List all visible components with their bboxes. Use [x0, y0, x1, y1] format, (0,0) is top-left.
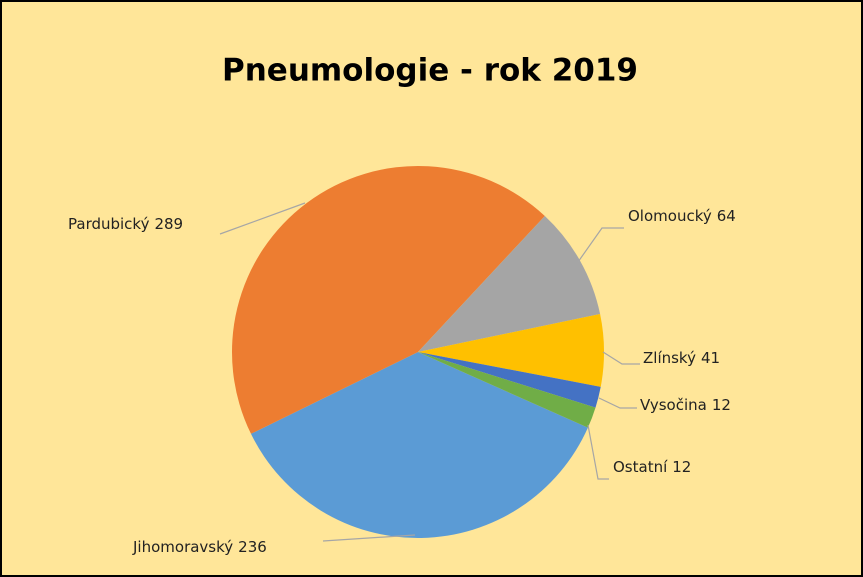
data-label-value: 12 — [672, 458, 691, 476]
data-label: Zlínský 41 — [643, 349, 720, 367]
data-label-name: Pardubický — [68, 215, 150, 233]
data-label-name: Jihomoravský — [132, 538, 233, 556]
pie-slice — [418, 352, 601, 408]
data-label-name: Vysočina — [640, 396, 707, 414]
data-label: Vysočina 12 — [640, 396, 731, 414]
pie-slice — [418, 215, 601, 352]
data-label: Olomoucký 64 — [628, 207, 736, 225]
pie-slice — [418, 314, 604, 387]
chart-title: Pneumologie - rok 2019 — [222, 53, 638, 89]
data-label: Jihomoravský 236 — [132, 538, 267, 556]
pie-slice — [418, 352, 596, 428]
data-label-name: Ostatní — [613, 458, 668, 476]
data-label-value: 41 — [701, 349, 720, 367]
data-label-value: 236 — [238, 538, 267, 556]
pie-slice — [250, 352, 588, 538]
data-label: Pardubický 289 — [68, 215, 183, 233]
leader-line — [219, 202, 306, 235]
data-label: Ostatní 12 — [613, 458, 691, 476]
data-label-value: 12 — [712, 396, 731, 414]
leader-line — [587, 424, 609, 480]
data-label-name: Olomoucký — [628, 207, 712, 225]
leader-line — [598, 397, 637, 409]
leader-line — [577, 227, 624, 263]
leader-line — [322, 534, 416, 542]
pie-slice — [232, 166, 545, 434]
data-label-value: 64 — [717, 207, 736, 225]
leader-line — [602, 351, 640, 365]
data-label-value: 289 — [154, 215, 183, 233]
data-label-name: Zlínský — [643, 349, 696, 367]
